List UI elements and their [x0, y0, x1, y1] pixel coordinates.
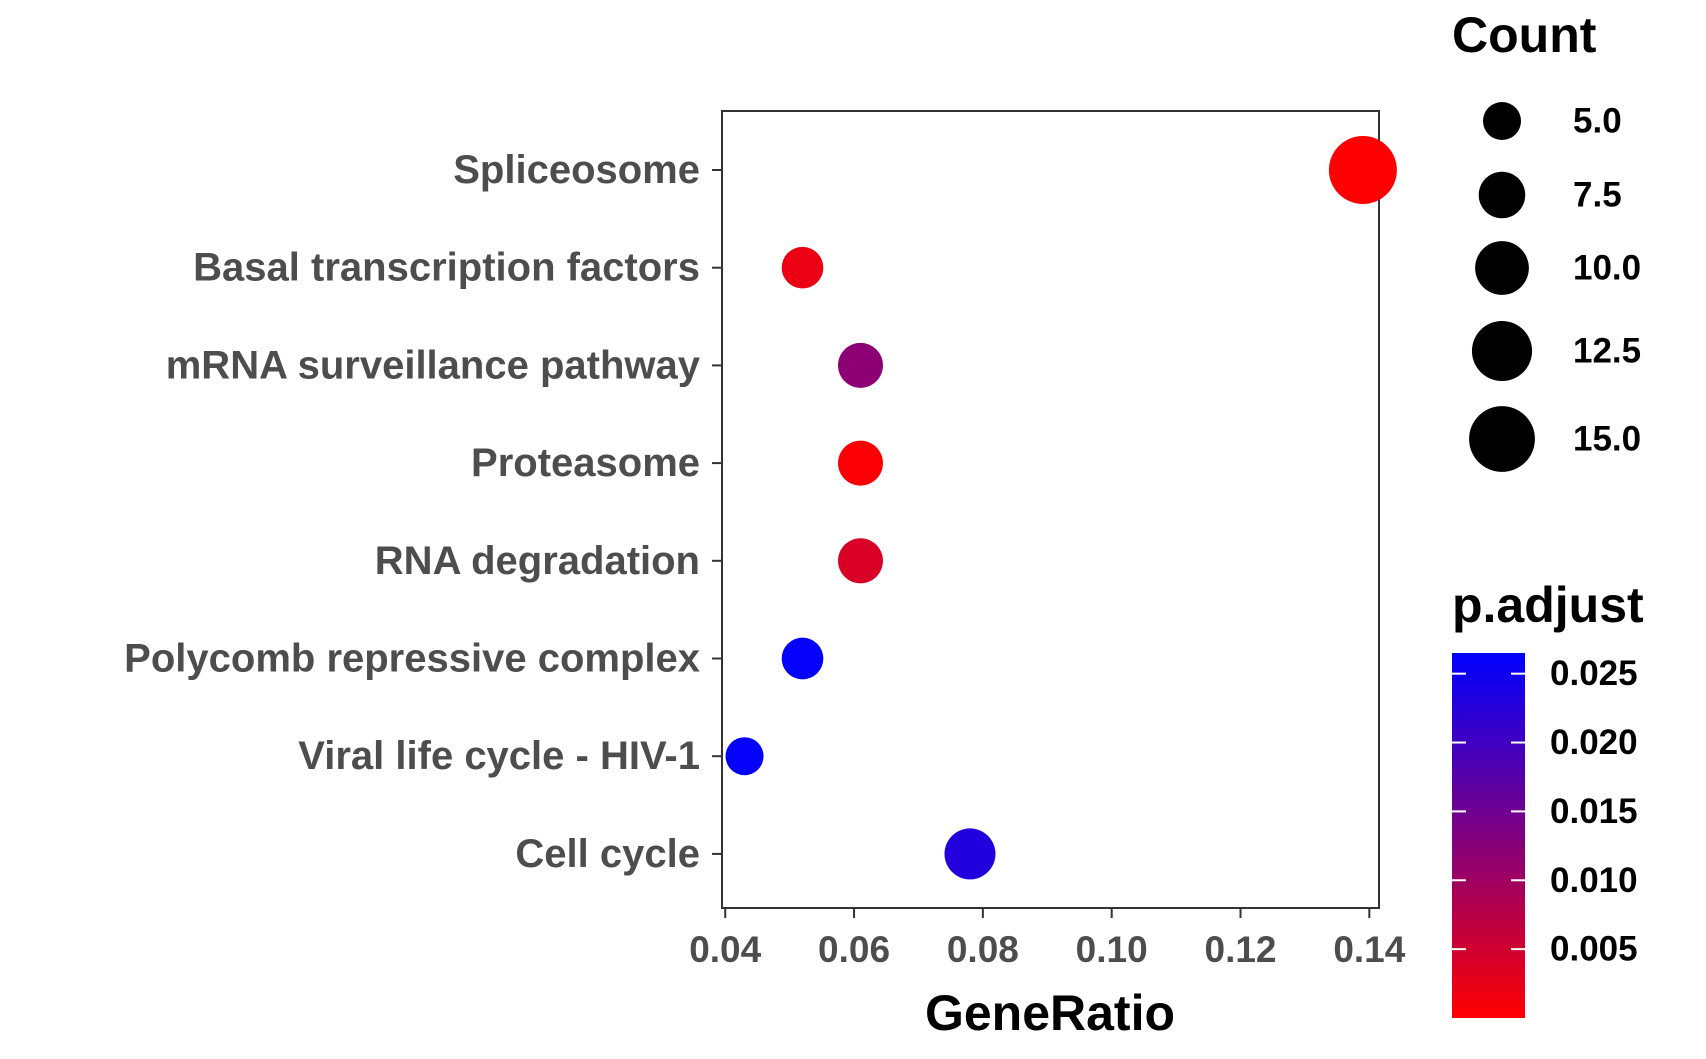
x-axis: 0.04 0.06 0.08 0.10 0.12 0.14 — [689, 908, 1406, 970]
data-point — [725, 737, 764, 776]
size-legend-label: 10.0 — [1573, 249, 1641, 288]
x-tick-label: 0.06 — [818, 929, 890, 970]
data-point — [781, 637, 824, 680]
x-tick-label: 0.10 — [1076, 929, 1148, 970]
data-point — [837, 538, 883, 584]
plot-panel — [721, 110, 1380, 909]
data-point — [781, 246, 824, 289]
data-point — [1328, 136, 1397, 204]
size-legend-key — [1475, 241, 1529, 295]
y-tick-label: Polycomb repressive complex — [124, 637, 700, 681]
size-legend-label: 7.5 — [1573, 176, 1622, 215]
color-legend-title: p.adjust — [1452, 577, 1644, 633]
size-legend-label: 15.0 — [1573, 420, 1641, 459]
y-tick-label: mRNA surveillance pathway — [166, 343, 701, 387]
x-tick-label: 0.08 — [947, 929, 1019, 970]
data-point — [837, 342, 883, 388]
color-legend-label: 0.020 — [1550, 723, 1638, 762]
color-legend-bar — [1452, 653, 1525, 1018]
size-legend-label: 5.0 — [1573, 102, 1622, 141]
size-legend-key — [1478, 171, 1526, 219]
y-tick-label: Proteasome — [471, 441, 700, 485]
size-legend-key — [1469, 406, 1535, 472]
x-tick-label: 0.14 — [1333, 929, 1405, 970]
y-axis: Spliceosome Basal transcription factors mR… — [124, 148, 722, 876]
size-legend: 5.0 7.5 10.0 12.5 15.0 — [1469, 102, 1641, 472]
data-points — [725, 136, 1397, 880]
size-legend-title: Count — [1452, 7, 1597, 63]
color-legend-label: 0.010 — [1550, 861, 1638, 900]
data-point — [837, 440, 883, 486]
y-tick-label: Basal transcription factors — [193, 246, 700, 290]
x-tick-label: 0.12 — [1205, 929, 1277, 970]
size-legend-label: 12.5 — [1573, 332, 1641, 371]
color-legend-label: 0.005 — [1550, 930, 1638, 969]
data-point — [944, 828, 996, 880]
size-legend-key — [1482, 101, 1522, 141]
y-tick-label: Spliceosome — [453, 148, 700, 192]
x-tick-label: 0.04 — [689, 929, 761, 970]
color-legend-label: 0.025 — [1550, 654, 1638, 693]
color-legend-ticks: 0.025 0.020 0.015 0.010 0.005 — [1452, 654, 1638, 969]
y-tick-label: Viral life cycle - HIV-1 — [298, 734, 700, 778]
y-tick-label: Cell cycle — [515, 832, 700, 876]
size-legend-key — [1471, 320, 1533, 382]
x-axis-title: GeneRatio — [925, 985, 1175, 1041]
color-legend-label: 0.015 — [1550, 792, 1638, 831]
y-tick-label: RNA degradation — [375, 539, 700, 583]
